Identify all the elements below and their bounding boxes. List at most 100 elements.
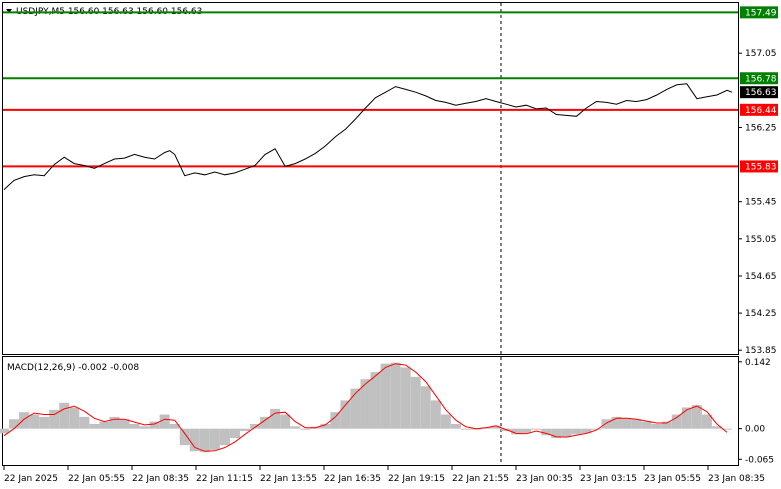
macd-pane-frame bbox=[2, 356, 739, 466]
macd-bar bbox=[691, 405, 702, 429]
macd-bar bbox=[511, 428, 522, 435]
macd-bar bbox=[450, 423, 461, 429]
macd-bar bbox=[420, 386, 431, 429]
macd-bar bbox=[260, 416, 271, 429]
time-tick-label: 23 Jan 00:35 bbox=[516, 474, 573, 484]
resistance-price-tag bbox=[740, 6, 778, 19]
macd-bar bbox=[250, 423, 261, 429]
time-tick-label: 22 Jan 19:15 bbox=[388, 474, 445, 484]
macd-bar bbox=[601, 419, 612, 429]
time-tick-label: 22 Jan 05:55 bbox=[68, 474, 125, 484]
support-price-tag bbox=[740, 160, 778, 173]
macd-bar bbox=[621, 418, 632, 429]
macd-bar bbox=[521, 428, 532, 434]
macd-bar bbox=[280, 414, 291, 429]
price-axis: 157.05 156.25 155.45 155.05 154.65 154.25 153.… bbox=[738, 49, 777, 356]
macd-bar bbox=[39, 416, 50, 429]
macd-bar bbox=[370, 372, 381, 429]
time-tick-label: 22 Jan 11:15 bbox=[196, 474, 253, 484]
macd-bar bbox=[300, 428, 311, 430]
macd-bar bbox=[270, 408, 281, 429]
macd-bar bbox=[69, 407, 80, 429]
macd-bar bbox=[290, 426, 301, 429]
time-tick-label: 23 Jan 03:15 bbox=[580, 474, 637, 484]
macd-bar bbox=[209, 428, 220, 450]
macd-bar bbox=[360, 379, 371, 429]
macd-bar bbox=[651, 423, 662, 429]
price-series bbox=[3, 83, 733, 190]
macd-bar bbox=[149, 421, 160, 429]
macd-bar bbox=[239, 428, 250, 432]
current-price-tag bbox=[740, 86, 778, 99]
macd-bar bbox=[581, 428, 592, 434]
macd-bar bbox=[139, 426, 150, 429]
macd-bar bbox=[531, 428, 542, 430]
macd-signal bbox=[3, 363, 728, 452]
macd-bar bbox=[410, 376, 421, 429]
macd-bar bbox=[340, 400, 351, 429]
macd-bar bbox=[0, 428, 9, 434]
macd-bar bbox=[460, 428, 471, 430]
macd-bar bbox=[350, 388, 361, 429]
macd-bar bbox=[19, 412, 30, 429]
macd-bar bbox=[611, 416, 622, 429]
macd-bar bbox=[631, 419, 642, 429]
resistance-price-tag-label: 157.49 bbox=[745, 8, 777, 18]
support-price-tag-label: 156.44 bbox=[745, 106, 777, 116]
price-tick-label: 157.05 bbox=[745, 49, 777, 59]
macd-bar bbox=[721, 428, 732, 430]
macd-bar bbox=[109, 416, 120, 429]
macd-tick-label: -0.065 bbox=[745, 455, 774, 465]
macd-bar bbox=[119, 419, 130, 429]
macd-bar bbox=[711, 426, 722, 429]
macd-bar bbox=[390, 362, 401, 429]
macd-bar bbox=[661, 421, 672, 429]
macd-bar bbox=[179, 428, 190, 446]
macd-signal-line bbox=[3, 363, 728, 452]
macd-bar bbox=[561, 428, 572, 438]
macd-bar bbox=[49, 409, 60, 429]
time-tick-label: 22 Jan 21:55 bbox=[452, 474, 509, 484]
time-tick-label: 23 Jan 05:55 bbox=[644, 474, 701, 484]
macd-bar bbox=[380, 363, 391, 429]
macd-bar bbox=[199, 428, 210, 453]
price-tick-label: 155.45 bbox=[745, 198, 777, 208]
time-axis: 22 Jan 2025 22 Jan 05:55 22 Jan 08:35 22 Ja… bbox=[3, 466, 765, 484]
macd-axis: 0.142 0.00 -0.065 bbox=[738, 358, 774, 465]
macd-bar bbox=[169, 423, 180, 429]
macd-bar bbox=[571, 428, 582, 435]
current-price-tag-label: 156.63 bbox=[745, 88, 777, 98]
macd-bar bbox=[541, 428, 552, 436]
price-tick-label: 153.85 bbox=[745, 346, 777, 356]
macd-bar bbox=[641, 421, 652, 429]
macd-bar bbox=[440, 414, 451, 429]
macd-bar bbox=[400, 367, 411, 429]
macd-bar bbox=[129, 423, 140, 429]
macd-histogram bbox=[0, 362, 732, 453]
support-price-tag bbox=[740, 103, 778, 116]
macd-bar bbox=[189, 428, 200, 452]
macd-bar bbox=[89, 423, 100, 429]
triangle-down-icon[interactable] bbox=[6, 9, 12, 13]
time-tick-label: 22 Jan 16:35 bbox=[324, 474, 381, 484]
macd-title: MACD(12,26,9) -0.002 -0.008 bbox=[7, 363, 139, 373]
macd-bar bbox=[320, 423, 331, 429]
macd-bar bbox=[701, 414, 712, 429]
macd-tick-label: 0.142 bbox=[745, 358, 771, 368]
macd-bar bbox=[671, 414, 682, 429]
time-tick-label: 22 Jan 2025 bbox=[4, 474, 58, 484]
price-tick-label: 156.25 bbox=[745, 123, 777, 133]
macd-bar bbox=[159, 414, 170, 429]
time-tick-label: 23 Jan 08:35 bbox=[708, 474, 765, 484]
macd-bar bbox=[330, 412, 341, 429]
price-pane-frame bbox=[2, 2, 739, 355]
macd-bar bbox=[29, 414, 40, 429]
resistance-price-tag bbox=[740, 72, 778, 85]
price-levels bbox=[3, 11, 738, 168]
macd-bar bbox=[99, 421, 110, 429]
macd-bar bbox=[59, 402, 70, 429]
time-tick-label: 22 Jan 13:55 bbox=[260, 474, 317, 484]
macd-bar bbox=[229, 428, 240, 439]
price-line bbox=[3, 83, 733, 190]
macd-bar bbox=[491, 425, 502, 429]
